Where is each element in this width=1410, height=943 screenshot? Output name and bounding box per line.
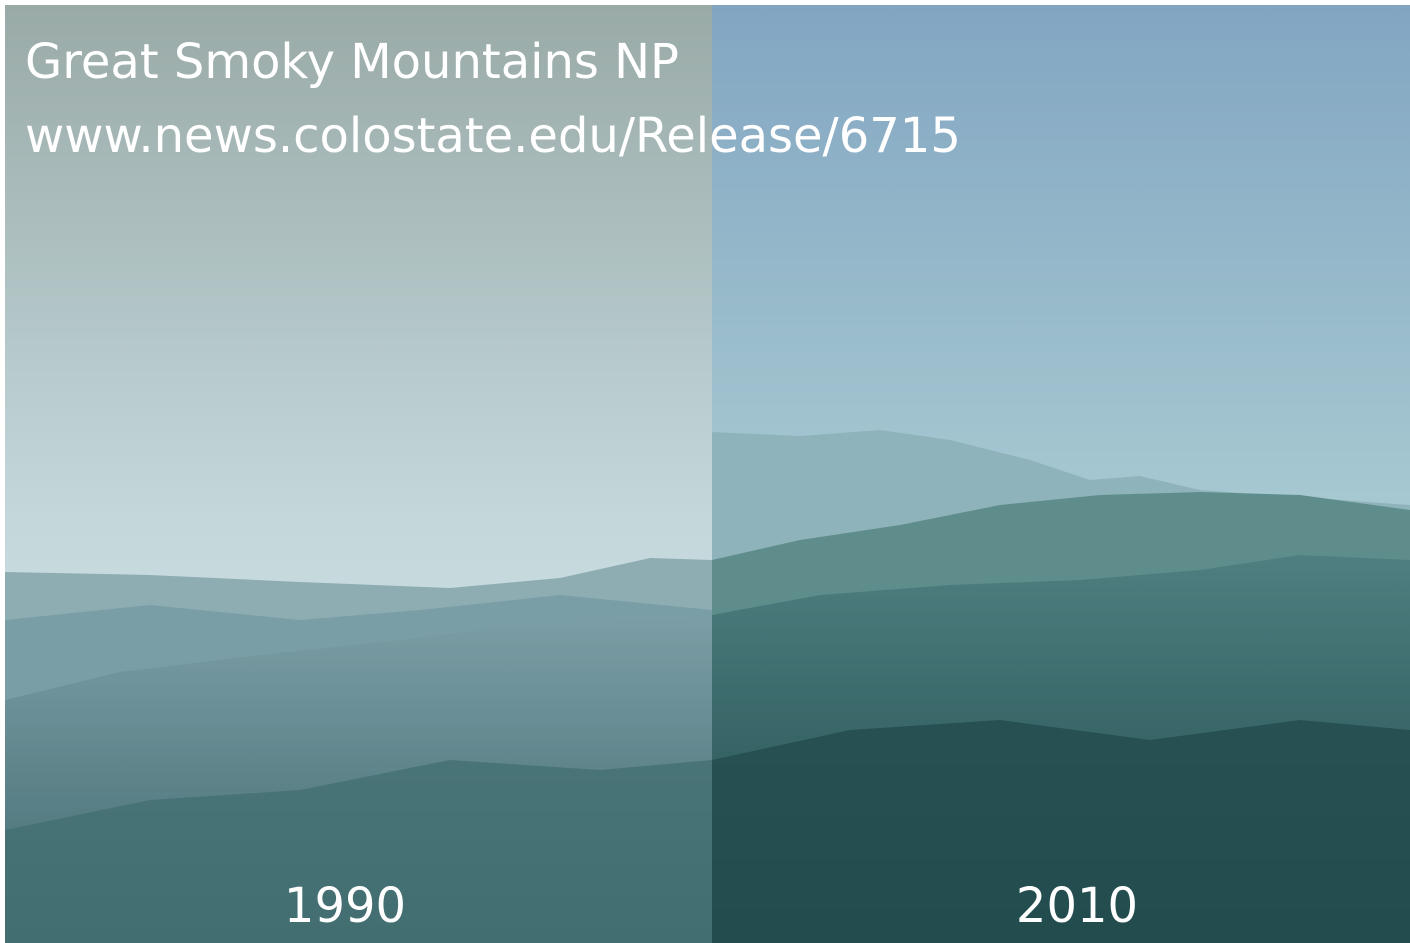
year-label: 2010 [1016,878,1138,934]
year-label: 1990 [284,878,406,934]
source-url: www.news.colostate.edu/Release/6715 [25,108,961,164]
panel-1990 [5,5,712,943]
panel-2010 [712,5,1410,943]
title: Great Smoky Mountains NP [25,34,679,90]
